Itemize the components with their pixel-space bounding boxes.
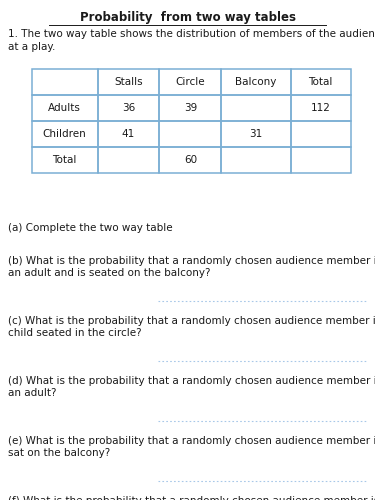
Bar (291, 121, 351, 147)
Text: Children: Children (43, 129, 87, 139)
Text: Total: Total (309, 77, 333, 87)
Text: Total: Total (53, 155, 77, 165)
Bar (32, 69, 98, 95)
Text: at a play.: at a play. (8, 42, 55, 51)
Text: Adults: Adults (48, 103, 81, 113)
Text: Balcony: Balcony (235, 77, 277, 87)
Text: Circle: Circle (176, 77, 205, 87)
Bar (98, 69, 159, 95)
Bar (221, 69, 291, 95)
Text: Stalls: Stalls (114, 77, 143, 87)
Bar (32, 147, 98, 173)
Bar (159, 69, 221, 95)
Text: Probability  from two way tables: Probability from two way tables (80, 11, 296, 24)
Bar (32, 121, 98, 147)
Bar (221, 95, 291, 121)
Text: (c) What is the probability that a randomly chosen audience member is a
child se: (c) What is the probability that a rando… (8, 316, 375, 338)
Text: (e) What is the probability that a randomly chosen audience member is
sat on the: (e) What is the probability that a rando… (8, 436, 375, 458)
Text: 41: 41 (122, 129, 135, 139)
Text: 36: 36 (122, 103, 135, 113)
Bar (291, 147, 351, 173)
Bar (159, 121, 221, 147)
Bar (291, 69, 351, 95)
Bar (98, 95, 159, 121)
Bar (291, 95, 351, 121)
Text: (f) What is the probability that a randomly chosen audience member is
seated in : (f) What is the probability that a rando… (8, 496, 375, 500)
Bar (159, 95, 221, 121)
Text: (a) Complete the two way table: (a) Complete the two way table (8, 222, 172, 232)
Bar (98, 121, 159, 147)
Bar (221, 121, 291, 147)
Bar (32, 95, 98, 121)
Text: 39: 39 (184, 103, 197, 113)
Text: 112: 112 (311, 103, 331, 113)
Bar (159, 147, 221, 173)
Text: 60: 60 (184, 155, 197, 165)
Bar (221, 147, 291, 173)
Text: (b) What is the probability that a randomly chosen audience member is
an adult a: (b) What is the probability that a rando… (8, 256, 375, 278)
Text: 31: 31 (249, 129, 262, 139)
Bar (98, 147, 159, 173)
Text: 1. The two way table shows the distribution of members of the audience: 1. The two way table shows the distribut… (8, 29, 375, 39)
Text: (d) What is the probability that a randomly chosen audience member is
an adult?: (d) What is the probability that a rando… (8, 376, 375, 398)
